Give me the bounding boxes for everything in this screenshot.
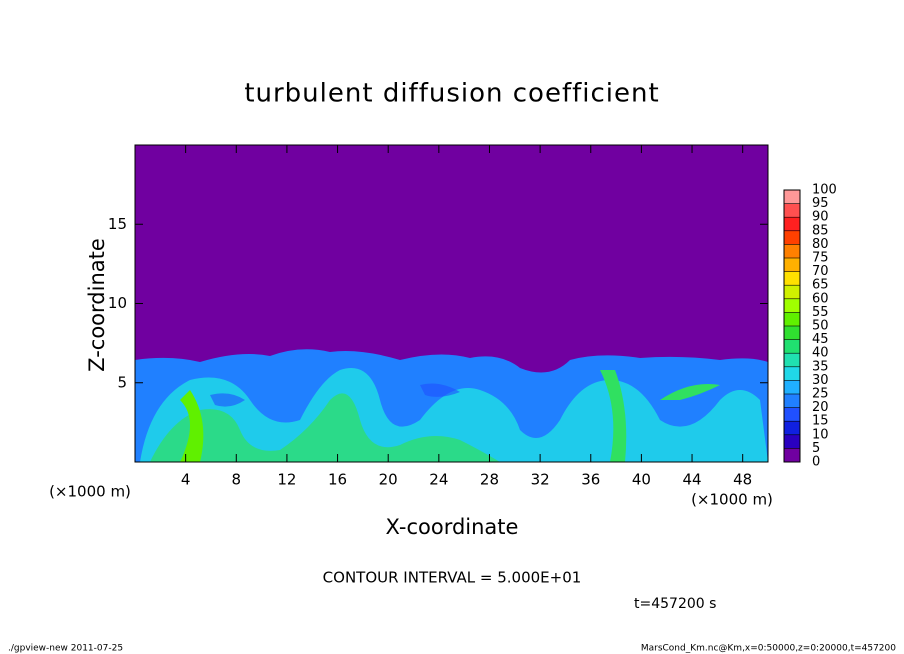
colorbar-band — [784, 230, 800, 245]
colorbar-band — [784, 380, 800, 394]
colorbar-label: 20 — [812, 400, 829, 415]
colorbar-label: 100 — [812, 183, 837, 198]
y-tick-label: 5 — [117, 373, 127, 391]
x-tick-label: 8 — [232, 471, 242, 489]
colorbar-band — [784, 244, 800, 258]
chart-title: turbulent diffusion coefficient — [244, 79, 659, 109]
colorbar-label: 85 — [812, 223, 829, 238]
contour-interval: CONTOUR INTERVAL = 5.000E+01 — [323, 569, 582, 587]
colorbar-band — [784, 203, 800, 218]
colorbar-label: 40 — [812, 346, 829, 361]
x-tick-label: 24 — [429, 471, 448, 489]
y-axis-label: Z-coordinate — [85, 238, 109, 372]
colorbar-band — [784, 190, 800, 204]
x-tick-label: 48 — [733, 471, 752, 489]
colorbar-label: 95 — [812, 196, 829, 211]
x-axis-unit: (×1000 m) — [691, 491, 773, 509]
colorbar-band — [784, 448, 800, 462]
colorbar-band — [784, 258, 800, 272]
colorbar-label: 60 — [812, 291, 829, 306]
x-tick-label: 36 — [581, 471, 600, 489]
colorbar-label: 10 — [812, 427, 829, 442]
colorbar-band — [784, 394, 800, 408]
x-tick-label: 40 — [632, 471, 651, 489]
colorbar-label: 65 — [812, 278, 829, 293]
footer-right: MarsCond_Km.nc@Km,x=0:50000,z=0:20000,t=… — [641, 644, 896, 654]
colorbar-band — [784, 353, 800, 367]
colorbar-band — [784, 434, 800, 449]
colorbar-band — [784, 217, 800, 231]
colorbar-band — [784, 339, 800, 354]
x-tick-label: 12 — [277, 471, 296, 489]
y-tick-label: 15 — [108, 215, 127, 233]
colorbar-label: 80 — [812, 237, 829, 252]
field — [135, 145, 768, 462]
colorbar-band — [784, 312, 800, 326]
colorbar-label: 0 — [812, 455, 820, 470]
x-tick-label: 32 — [531, 471, 550, 489]
colorbar-band — [784, 285, 800, 299]
y-axis-unit: (×1000 m) — [49, 483, 131, 501]
y-tick-label: 10 — [108, 294, 127, 312]
colorbar-label: 5 — [812, 441, 820, 456]
x-tick-label: 16 — [328, 471, 347, 489]
time-label: t=457200 s — [634, 596, 716, 612]
colorbar-label: 30 — [812, 373, 829, 388]
colorbar-label: 50 — [812, 319, 829, 334]
footer-left: ./gpview-new 2011-07-25 — [8, 644, 123, 654]
colorbar-label: 45 — [812, 332, 829, 347]
colorbar-band — [784, 298, 800, 313]
colorbar-band — [784, 271, 800, 286]
colorbar-band — [784, 326, 800, 340]
x-tick-label: 20 — [379, 471, 398, 489]
colorbar-label: 15 — [812, 414, 829, 429]
colorbar-band — [784, 366, 800, 381]
colorbar-band — [784, 407, 800, 422]
colorbar-label: 90 — [812, 210, 829, 225]
colorbar-label: 70 — [812, 264, 829, 279]
colorbar-label: 55 — [812, 305, 829, 320]
x-tick-label: 28 — [480, 471, 499, 489]
colorbar-label: 35 — [812, 359, 829, 374]
x-tick-label: 4 — [181, 471, 191, 489]
colorbar-label: 75 — [812, 251, 829, 266]
colorbar-band — [784, 421, 800, 435]
x-axis-label: X-coordinate — [386, 515, 519, 539]
x-tick-label: 44 — [682, 471, 701, 489]
colorbar-label: 25 — [812, 387, 829, 402]
